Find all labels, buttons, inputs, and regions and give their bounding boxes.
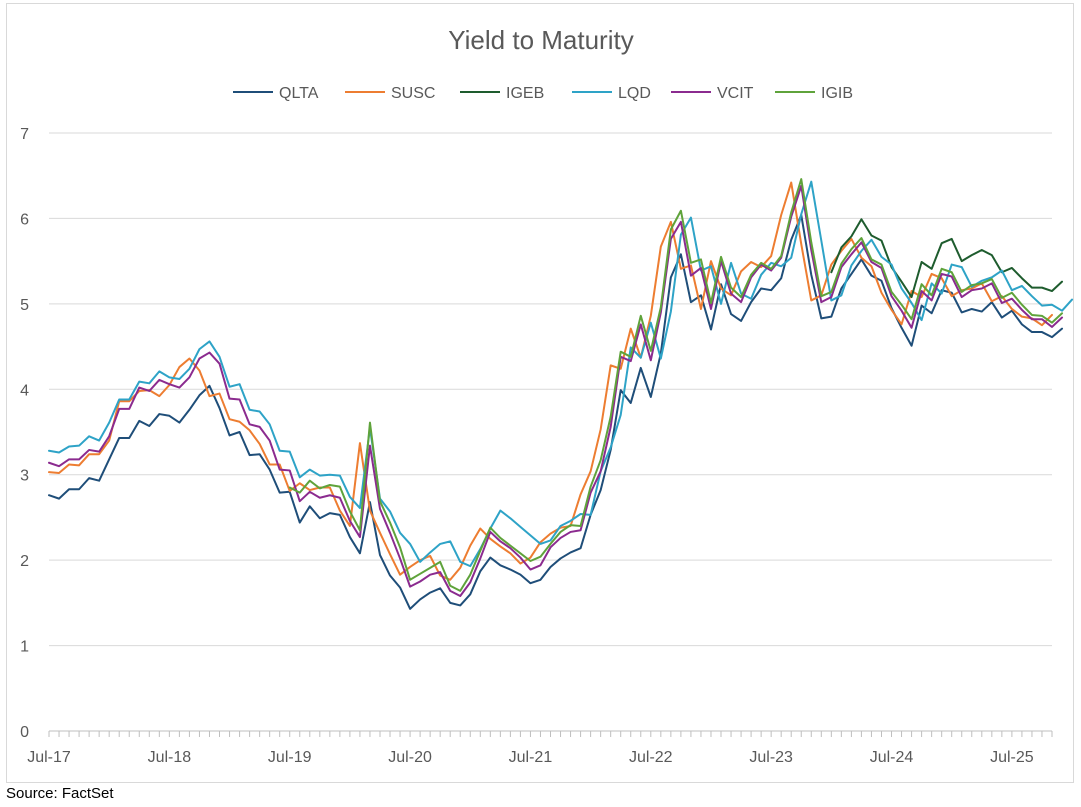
y-tick-label: 7 xyxy=(20,126,29,143)
chart-area: Yield to Maturity QLTA SUSC IGEB LQD VCIT IGI… xyxy=(6,3,1074,783)
legend-label: IGIB xyxy=(821,85,853,102)
x-tick-label: Jul-23 xyxy=(749,749,793,766)
legend-item-igeb: IGEB xyxy=(460,85,544,102)
series-line-lqd xyxy=(49,182,1072,566)
legend-label: IGEB xyxy=(506,85,544,102)
x-tick-label: Jul-24 xyxy=(870,749,914,766)
legend-label: QLTA xyxy=(279,85,319,102)
y-tick-label: 0 xyxy=(20,724,29,741)
x-tick-label: Jul-22 xyxy=(629,749,673,766)
x-tick-label: Jul-21 xyxy=(509,749,553,766)
legend-item-qlta: QLTA xyxy=(233,85,319,102)
y-tick-label: 1 xyxy=(20,639,29,656)
x-tick-label: Jul-18 xyxy=(148,749,192,766)
legend-item-igib: IGIB xyxy=(775,85,853,102)
legend-label: SUSC xyxy=(391,85,435,102)
y-tick-label: 3 xyxy=(20,468,29,485)
legend-label: LQD xyxy=(618,85,651,102)
source-note: Source: FactSet xyxy=(6,785,114,802)
series-lines xyxy=(49,179,1072,609)
gridlines xyxy=(49,133,1052,646)
legend: QLTA SUSC IGEB LQD VCIT IGIB xyxy=(233,85,853,102)
y-axis-tick-labels: 0 1 2 3 4 5 6 7 xyxy=(20,126,29,741)
y-tick-label: 6 xyxy=(20,211,29,228)
legend-item-susc: SUSC xyxy=(345,85,435,102)
x-axis: Jul-17 Jul-18 Jul-19 Jul-20 Jul-21 Jul-22 Jul-… xyxy=(27,731,1052,766)
y-tick-label: 5 xyxy=(20,297,29,314)
legend-item-vcit: VCIT xyxy=(671,85,754,102)
series-line-susc xyxy=(49,183,1052,580)
x-tick-label: Jul-17 xyxy=(27,749,71,766)
y-tick-label: 4 xyxy=(20,382,29,399)
legend-label: VCIT xyxy=(717,85,754,102)
x-tick-label: Jul-19 xyxy=(268,749,312,766)
series-line-qlta xyxy=(49,215,1062,609)
line-chart: Yield to Maturity QLTA SUSC IGEB LQD VCIT IGI… xyxy=(7,4,1075,784)
legend-item-lqd: LQD xyxy=(572,85,651,102)
y-tick-label: 2 xyxy=(20,553,29,570)
x-tick-label: Jul-25 xyxy=(990,749,1034,766)
chart-title: Yield to Maturity xyxy=(448,25,633,55)
x-tick-label: Jul-20 xyxy=(388,749,432,766)
